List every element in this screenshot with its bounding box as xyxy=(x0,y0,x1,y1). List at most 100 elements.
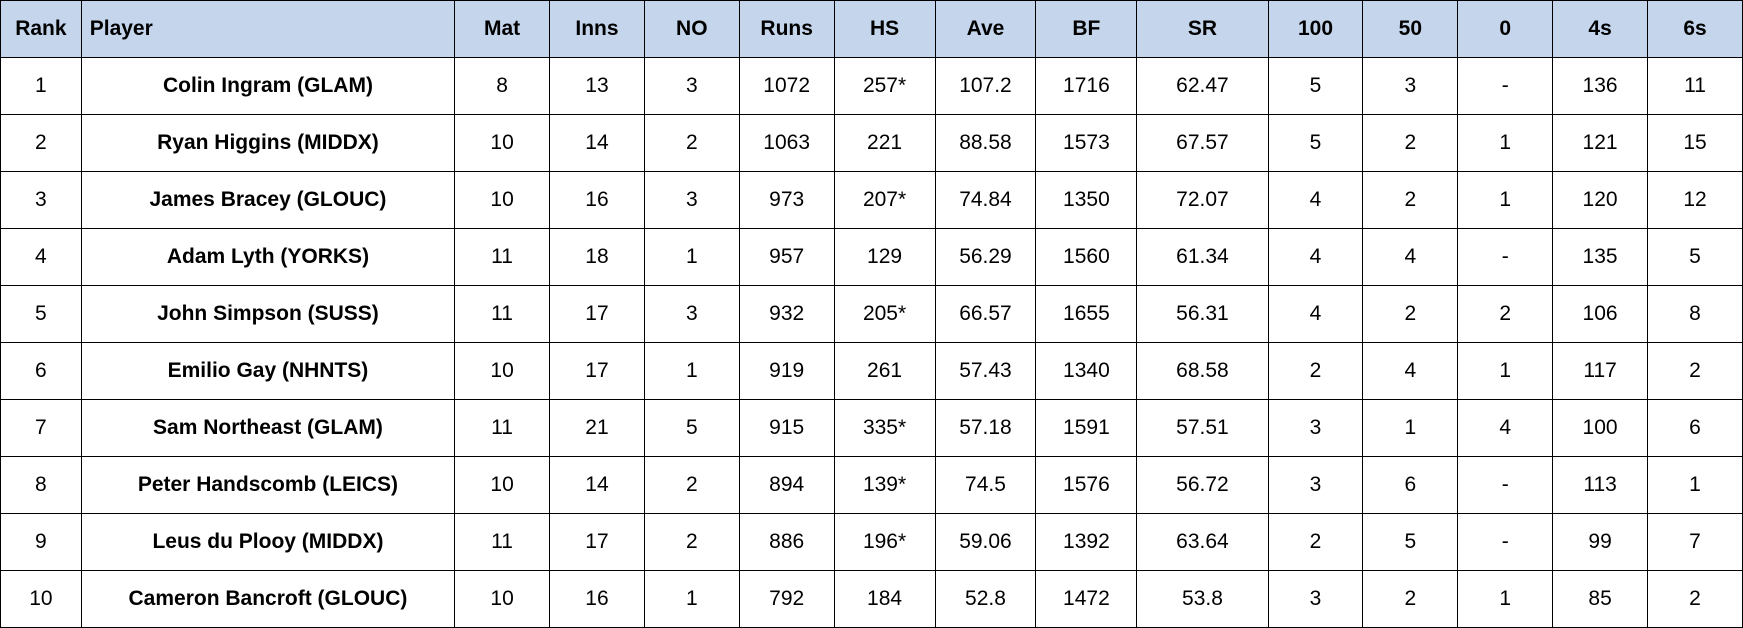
cell-rank: 7 xyxy=(1,400,82,457)
cell-c6s: 15 xyxy=(1648,115,1743,172)
cell-hs: 205* xyxy=(834,286,935,343)
cell-bf: 1472 xyxy=(1036,571,1137,628)
cell-no: 2 xyxy=(644,514,739,571)
cell-inns: 16 xyxy=(550,172,645,229)
cell-c4s: 136 xyxy=(1553,58,1648,115)
cell-no: 3 xyxy=(644,58,739,115)
cell-bf: 1591 xyxy=(1036,400,1137,457)
col-header-player: Player xyxy=(81,1,454,58)
col-header-50: 50 xyxy=(1363,1,1458,58)
cell-ave: 56.29 xyxy=(935,229,1036,286)
cell-c0: 4 xyxy=(1458,400,1553,457)
cell-mat: 10 xyxy=(455,115,550,172)
cell-bf: 1392 xyxy=(1036,514,1137,571)
cell-hs: 335* xyxy=(834,400,935,457)
cell-sr: 72.07 xyxy=(1137,172,1268,229)
cell-runs: 957 xyxy=(739,229,834,286)
cell-runs: 886 xyxy=(739,514,834,571)
cell-bf: 1655 xyxy=(1036,286,1137,343)
col-header-hs: HS xyxy=(834,1,935,58)
cell-hs: 221 xyxy=(834,115,935,172)
cell-c4s: 85 xyxy=(1553,571,1648,628)
cell-c6s: 12 xyxy=(1648,172,1743,229)
cell-c6s: 5 xyxy=(1648,229,1743,286)
table-row: 3James Bracey (GLOUC)10163973207*74.8413… xyxy=(1,172,1743,229)
cell-c100: 2 xyxy=(1268,343,1363,400)
cell-c0: - xyxy=(1458,58,1553,115)
cell-rank: 4 xyxy=(1,229,82,286)
cell-sr: 56.72 xyxy=(1137,457,1268,514)
cell-c50: 2 xyxy=(1363,115,1458,172)
cell-c100: 3 xyxy=(1268,400,1363,457)
cell-player: Peter Handscomb (LEICS) xyxy=(81,457,454,514)
cell-mat: 11 xyxy=(455,229,550,286)
cell-mat: 10 xyxy=(455,172,550,229)
col-header-runs: Runs xyxy=(739,1,834,58)
cell-sr: 53.8 xyxy=(1137,571,1268,628)
cell-c100: 3 xyxy=(1268,571,1363,628)
cell-hs: 261 xyxy=(834,343,935,400)
cell-bf: 1350 xyxy=(1036,172,1137,229)
cell-ave: 59.06 xyxy=(935,514,1036,571)
col-header-sr: SR xyxy=(1137,1,1268,58)
cell-runs: 792 xyxy=(739,571,834,628)
table-header-row: Rank Player Mat Inns NO Runs HS Ave BF S… xyxy=(1,1,1743,58)
cell-c6s: 2 xyxy=(1648,343,1743,400)
cell-player: John Simpson (SUSS) xyxy=(81,286,454,343)
cell-c4s: 106 xyxy=(1553,286,1648,343)
cell-c6s: 8 xyxy=(1648,286,1743,343)
cell-inns: 17 xyxy=(550,286,645,343)
stats-table: Rank Player Mat Inns NO Runs HS Ave BF S… xyxy=(0,0,1743,628)
cell-ave: 107.2 xyxy=(935,58,1036,115)
cell-c100: 5 xyxy=(1268,115,1363,172)
table-row: 5John Simpson (SUSS)11173932205*66.57165… xyxy=(1,286,1743,343)
cell-sr: 68.58 xyxy=(1137,343,1268,400)
table-row: 2Ryan Higgins (MIDDX)10142106322188.5815… xyxy=(1,115,1743,172)
cell-c100: 4 xyxy=(1268,229,1363,286)
cell-inns: 14 xyxy=(550,115,645,172)
cell-player: Colin Ingram (GLAM) xyxy=(81,58,454,115)
cell-c4s: 99 xyxy=(1553,514,1648,571)
cell-player: Cameron Bancroft (GLOUC) xyxy=(81,571,454,628)
cell-c4s: 120 xyxy=(1553,172,1648,229)
cell-player: Adam Lyth (YORKS) xyxy=(81,229,454,286)
cell-inns: 17 xyxy=(550,343,645,400)
cell-player: Leus du Plooy (MIDDX) xyxy=(81,514,454,571)
cell-bf: 1573 xyxy=(1036,115,1137,172)
cell-ave: 57.18 xyxy=(935,400,1036,457)
cell-mat: 11 xyxy=(455,400,550,457)
cell-ave: 66.57 xyxy=(935,286,1036,343)
cell-ave: 57.43 xyxy=(935,343,1036,400)
cell-c4s: 135 xyxy=(1553,229,1648,286)
cell-c4s: 117 xyxy=(1553,343,1648,400)
cell-c4s: 100 xyxy=(1553,400,1648,457)
table-row: 10Cameron Bancroft (GLOUC)1016179218452.… xyxy=(1,571,1743,628)
cell-runs: 919 xyxy=(739,343,834,400)
cell-rank: 6 xyxy=(1,343,82,400)
table-row: 9Leus du Plooy (MIDDX)11172886196*59.061… xyxy=(1,514,1743,571)
cell-hs: 129 xyxy=(834,229,935,286)
cell-bf: 1716 xyxy=(1036,58,1137,115)
cell-c0: 1 xyxy=(1458,115,1553,172)
cell-sr: 62.47 xyxy=(1137,58,1268,115)
col-header-rank: Rank xyxy=(1,1,82,58)
cell-c100: 3 xyxy=(1268,457,1363,514)
cell-runs: 1063 xyxy=(739,115,834,172)
cell-no: 3 xyxy=(644,286,739,343)
cell-c50: 2 xyxy=(1363,172,1458,229)
cell-no: 3 xyxy=(644,172,739,229)
cell-c50: 6 xyxy=(1363,457,1458,514)
cell-c4s: 121 xyxy=(1553,115,1648,172)
cell-mat: 10 xyxy=(455,457,550,514)
cell-player: James Bracey (GLOUC) xyxy=(81,172,454,229)
cell-hs: 139* xyxy=(834,457,935,514)
cell-sr: 67.57 xyxy=(1137,115,1268,172)
col-header-100: 100 xyxy=(1268,1,1363,58)
col-header-ave: Ave xyxy=(935,1,1036,58)
cell-sr: 56.31 xyxy=(1137,286,1268,343)
cell-no: 2 xyxy=(644,115,739,172)
col-header-4s: 4s xyxy=(1553,1,1648,58)
cell-c50: 2 xyxy=(1363,286,1458,343)
cell-c6s: 7 xyxy=(1648,514,1743,571)
cell-sr: 57.51 xyxy=(1137,400,1268,457)
